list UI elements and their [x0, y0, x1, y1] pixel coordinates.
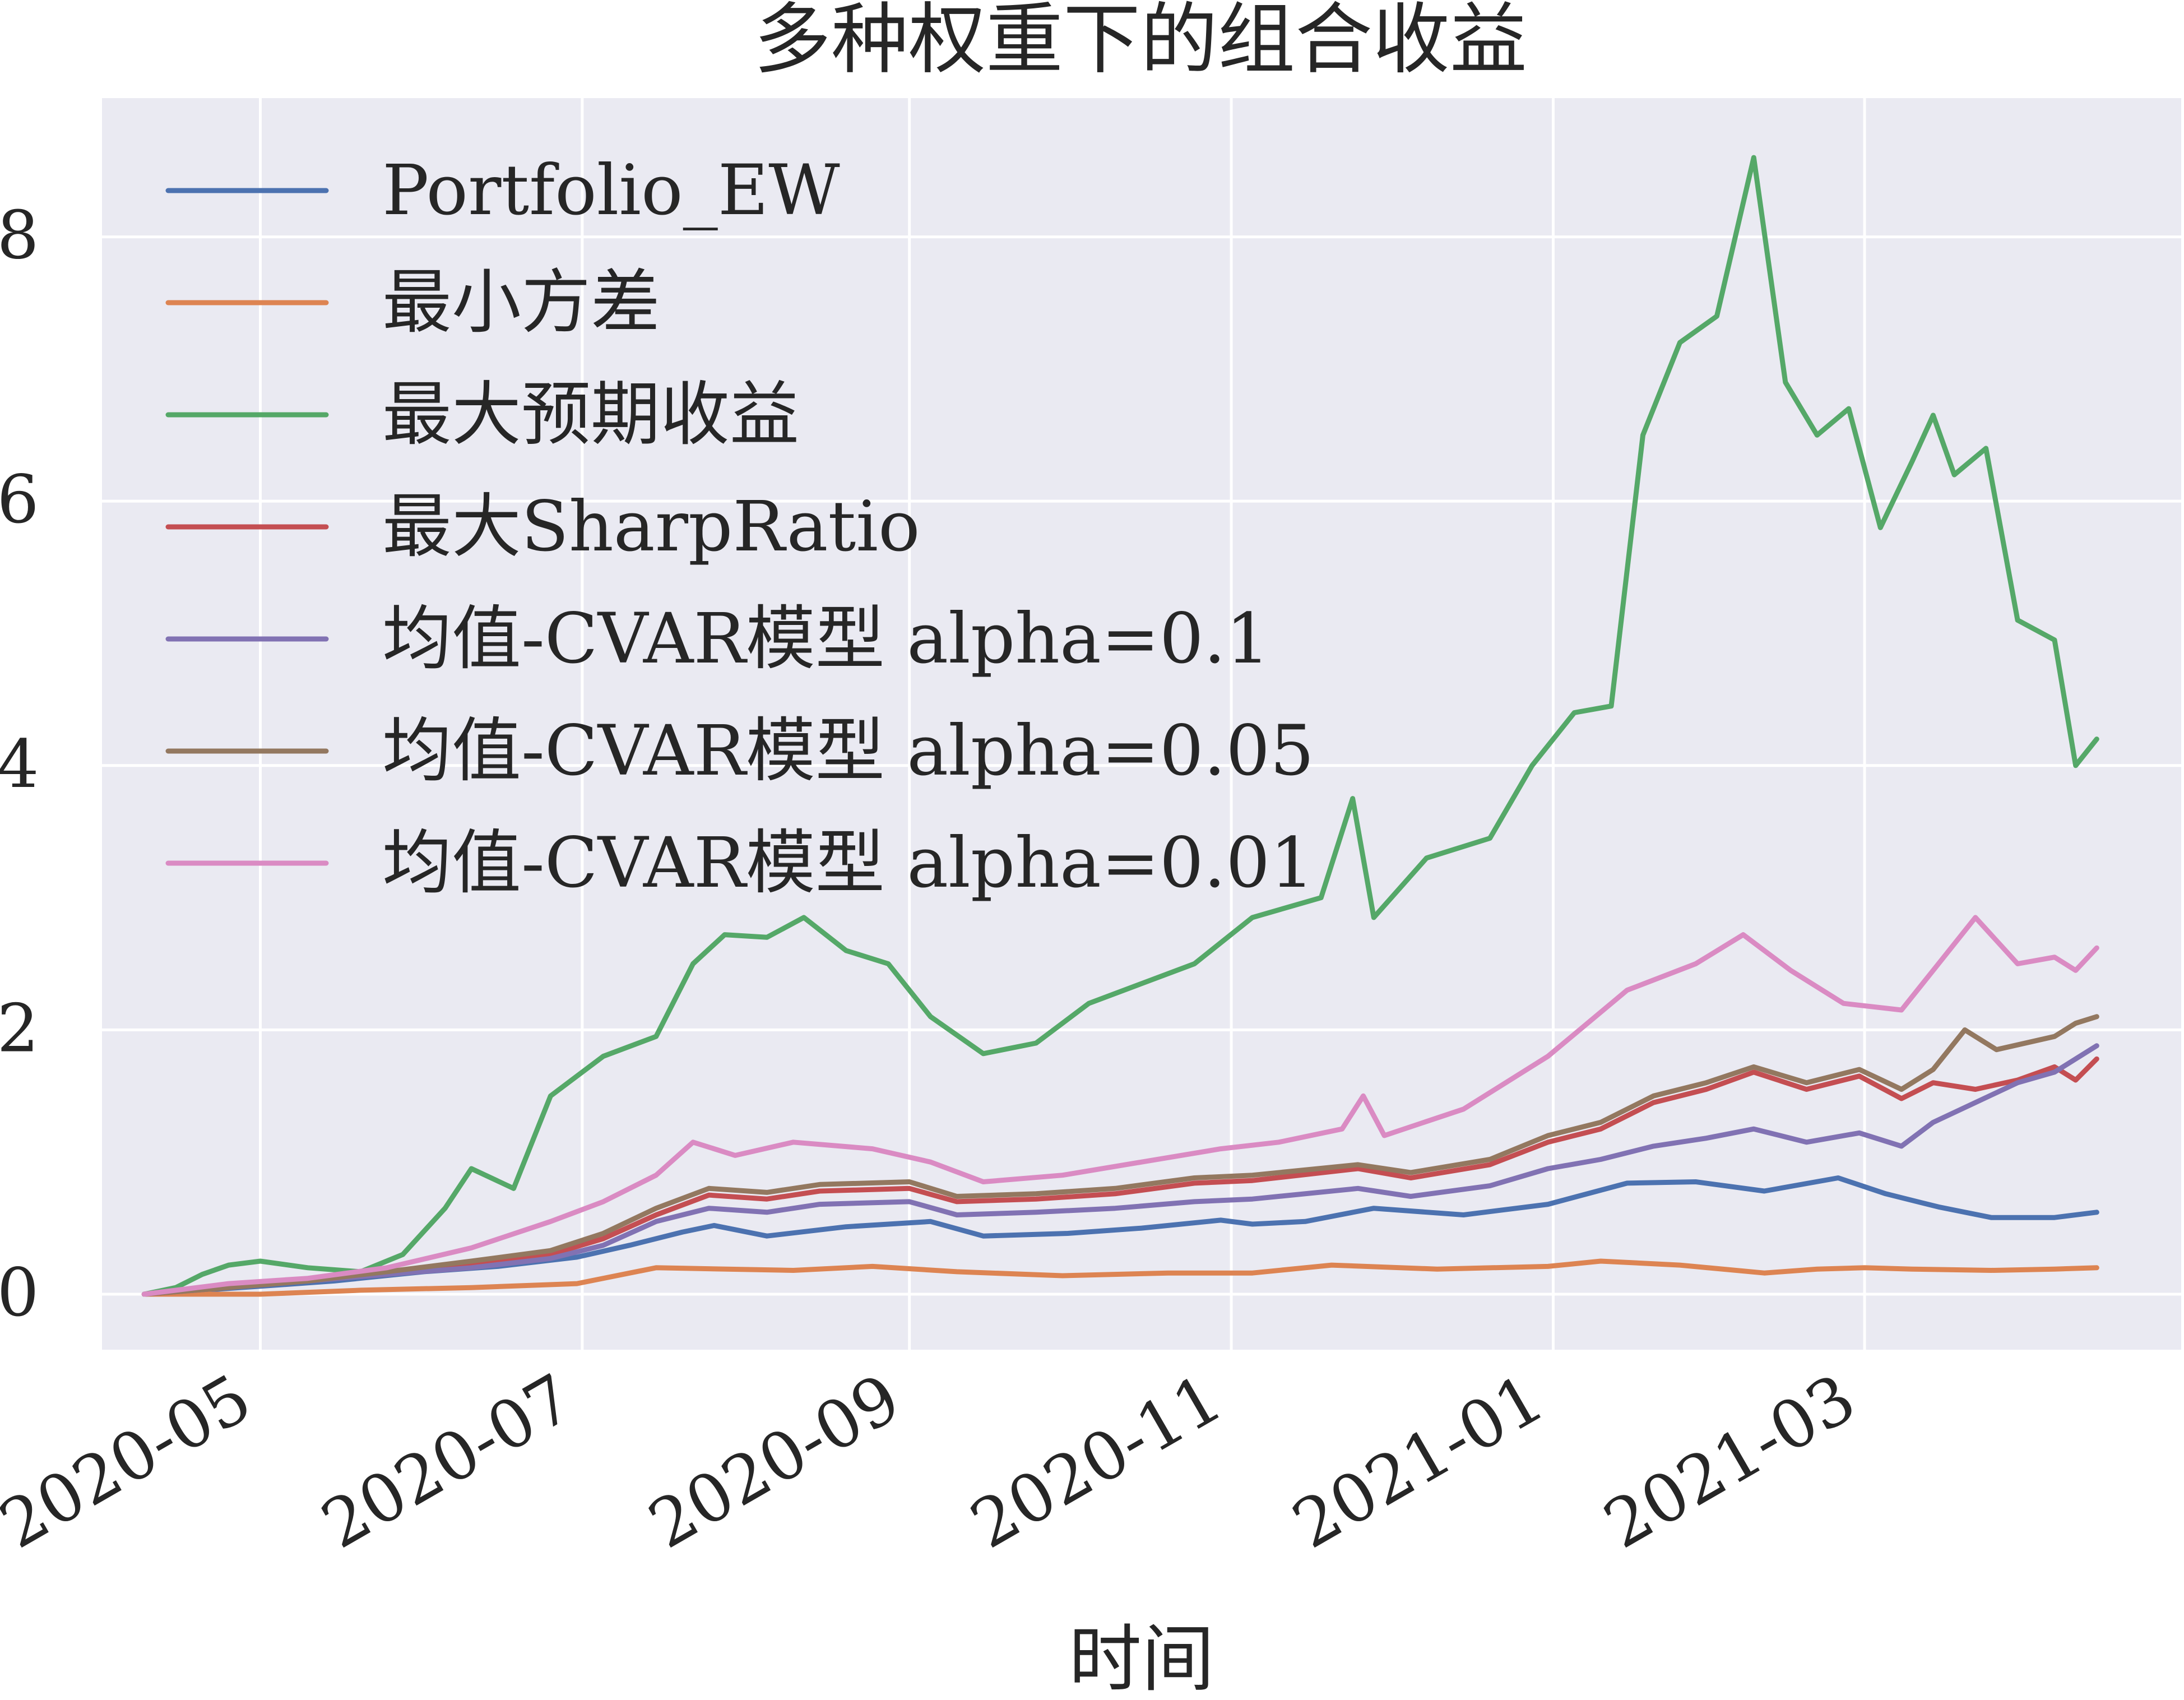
x-tick-label: 2020-11 — [958, 1359, 1235, 1564]
x-tick-label: 2020-07 — [309, 1359, 586, 1564]
plot-area — [102, 98, 2181, 1350]
y-tick-label: 2 — [0, 989, 39, 1067]
series-line — [141, 155, 2099, 1297]
x-tick-label: 2020-05 — [0, 1359, 263, 1564]
legend-label: 均值-CVAR模型 alpha=0.05 — [382, 711, 1314, 791]
x-tick-label: 2020-09 — [636, 1359, 913, 1564]
legend-label: Portfolio_EW — [382, 150, 840, 231]
x-tick-labels: 2020-05 2020-07 2020-09 2020-11 2021-01 2021-… — [0, 1359, 1868, 1564]
y-tick-labels: 0 2 4 6 8 — [0, 197, 39, 1331]
series-line — [141, 1056, 2099, 1297]
x-tick-label: 2021-03 — [1591, 1359, 1868, 1564]
y-tick-label: 6 — [0, 461, 39, 538]
legend-label: 最小方差 — [382, 262, 660, 343]
x-axis-label: 时间 — [1069, 1616, 1214, 1700]
y-tick-label: 8 — [0, 197, 39, 274]
series-line — [141, 1014, 2099, 1297]
legend-label: 最大预期收益 — [382, 374, 799, 455]
series-lines — [141, 155, 2099, 1297]
series-line — [141, 1043, 2099, 1297]
y-tick-label: 0 — [0, 1254, 39, 1331]
legend-label: 均值-CVAR模型 alpha=0.1 — [382, 599, 1270, 679]
y-tick-label: 4 — [0, 725, 39, 803]
series-line — [141, 915, 2099, 1297]
legend-label: 最大SharpRatio — [382, 487, 920, 567]
x-tick-label: 2021-01 — [1280, 1359, 1557, 1564]
chart-title: 多种权重下的组合收益 — [754, 0, 1527, 85]
series-line — [141, 1258, 2099, 1297]
legend-label: 均值-CVAR模型 alpha=0.01 — [382, 823, 1314, 904]
